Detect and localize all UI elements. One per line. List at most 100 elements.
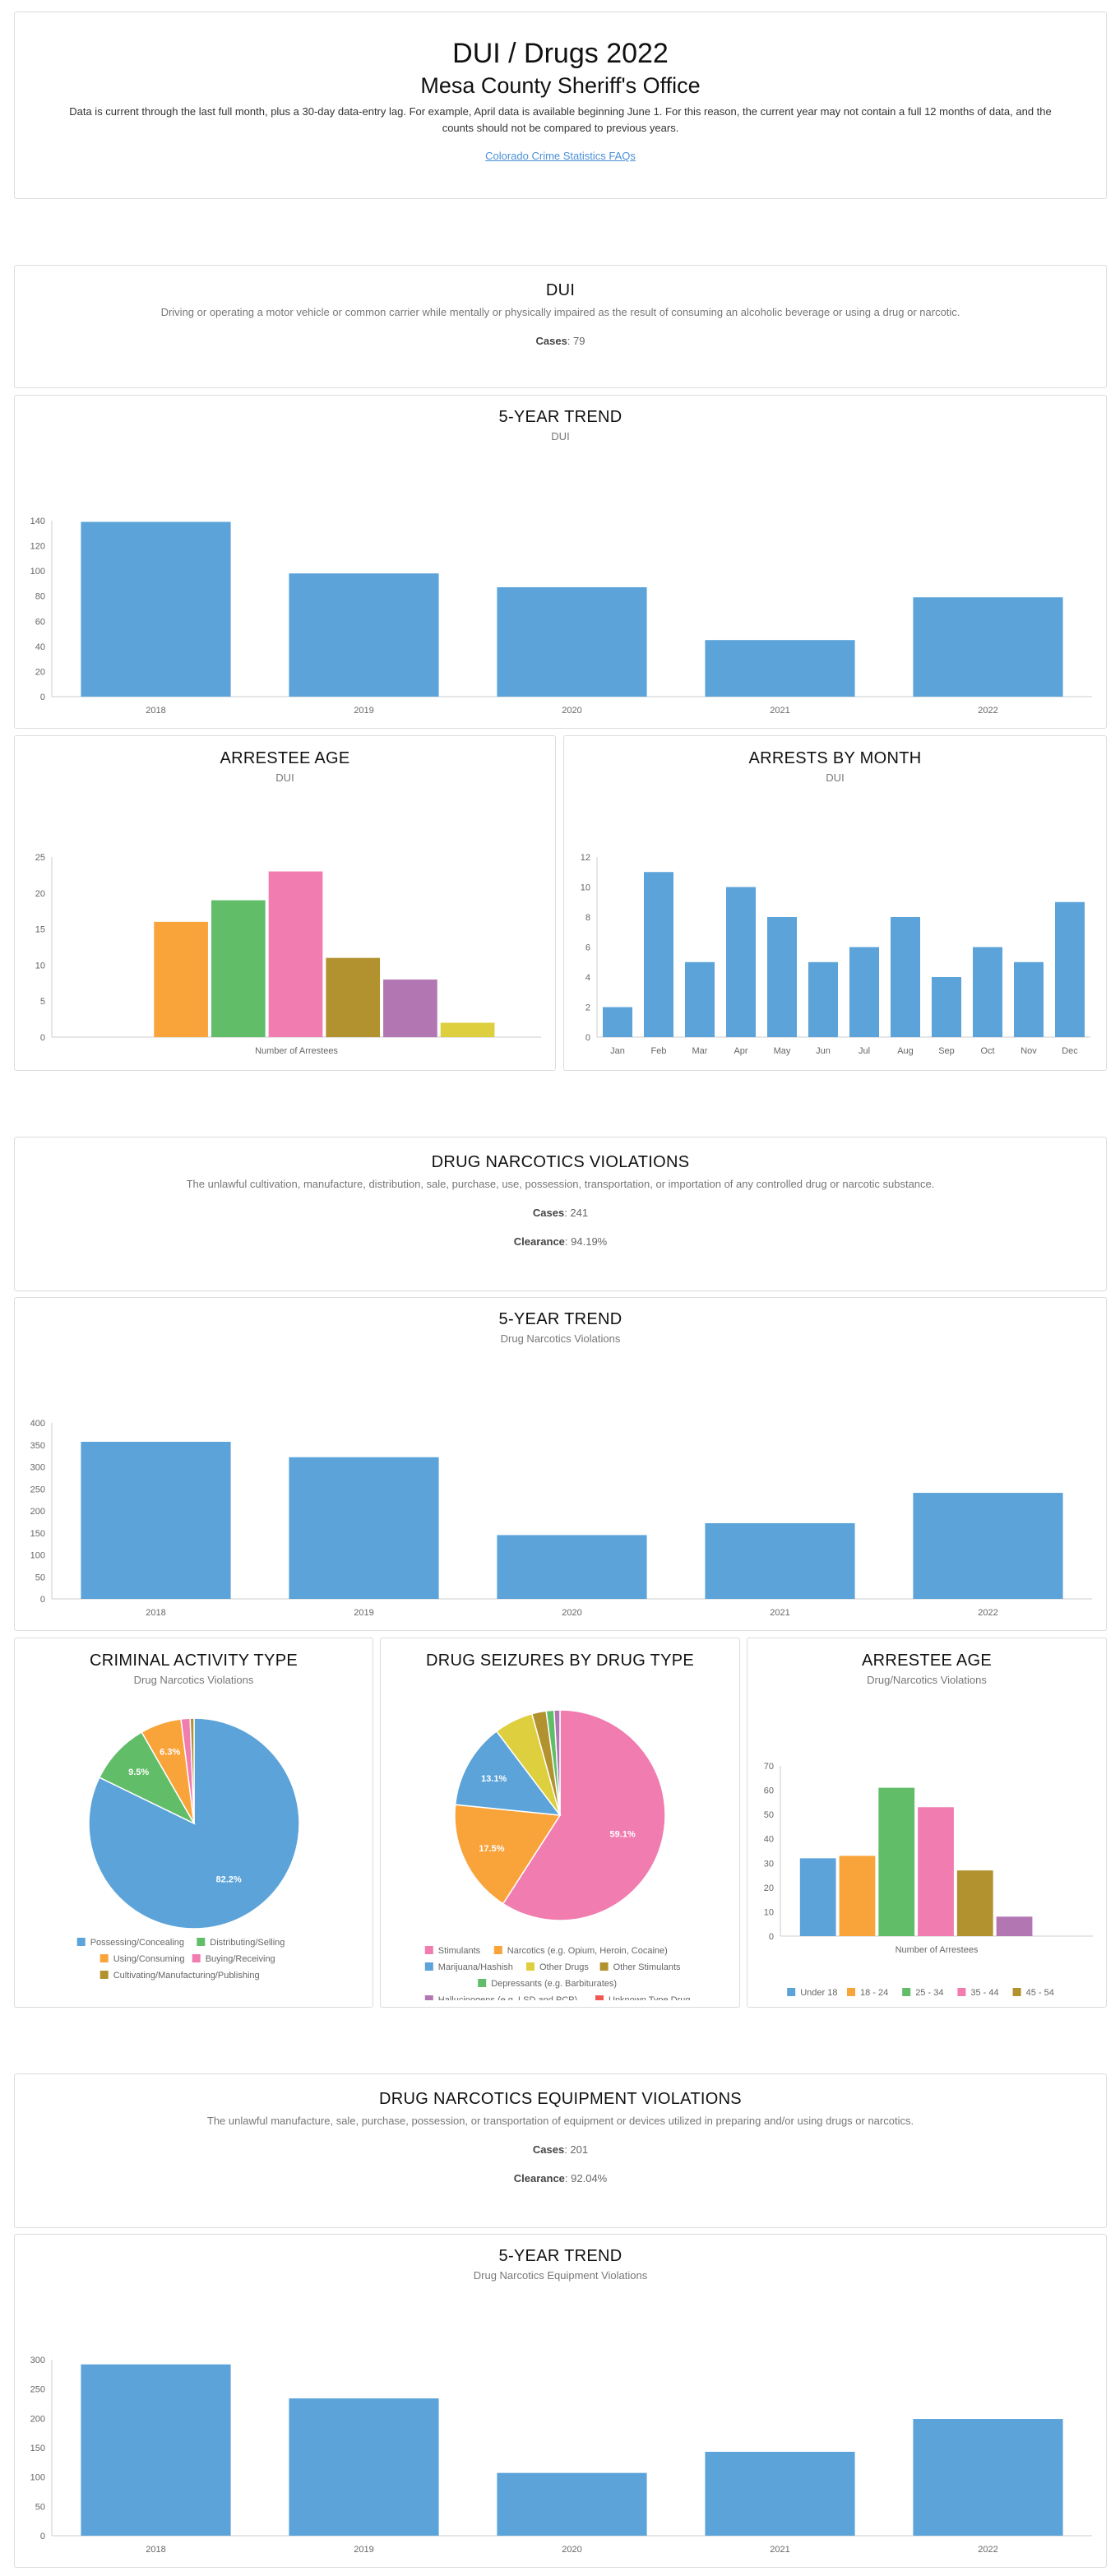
- dui-month-subtitle: DUI: [826, 771, 845, 784]
- equip-trend-bar: [913, 2419, 1063, 2536]
- dui-trend-y-tick-label: 40: [35, 642, 45, 652]
- dui-trend-bar: [913, 597, 1063, 697]
- dui-month-y-tick-label: 6: [585, 943, 590, 953]
- dui-age-subtitle: DUI: [275, 771, 294, 784]
- dui-trend-x-tick-label: 2019: [354, 706, 373, 716]
- dui-trend-y-tick-label: 20: [35, 667, 45, 677]
- dui-trend-y-tick-label: 0: [40, 693, 45, 702]
- drug-activity-card: CRIMINAL ACTIVITY TYPE Drug Narcotics Vi…: [14, 1638, 373, 2008]
- drug-seizure-legend-label: Other Stimulants: [613, 1962, 681, 1972]
- drug-clearance-label: Clearance: [513, 1235, 565, 1248]
- drug-seizure-slice-label: 17.5%: [479, 1844, 504, 1854]
- dui-trend-chart: 02040608010012014020182019202020212022Nu…: [30, 517, 1092, 716]
- dui-age-bar: [211, 900, 266, 1037]
- drug-age-bar: [878, 1787, 915, 1936]
- drug-age-title: ARRESTEE AGE: [861, 1652, 993, 1670]
- dui-month-bar: [973, 947, 1002, 1037]
- dui-age-title: ARRESTEE AGE: [220, 749, 350, 767]
- drug-age-bar: [799, 1858, 836, 1936]
- drug-trend-x-tick-label: 2019: [354, 1608, 373, 1618]
- drug-trend-y-tick-label: 0: [40, 1595, 45, 1605]
- equip-trend-x-tick-label: 2020: [562, 2545, 581, 2555]
- dui-month-bar: [767, 917, 797, 1037]
- drug-seizure-card: DRUG SEIZURES BY DRUG TYPE 59.1% 17.5% 13.…: [380, 1638, 740, 2008]
- drug-activity-slice-label: 6.3%: [160, 1748, 180, 1758]
- equip-trend-bar: [289, 2398, 439, 2536]
- equip-cases: Cases: 201: [532, 2143, 589, 2156]
- drug-trend-y-tick-label: 150: [30, 1529, 45, 1539]
- equip-trend-x-tick-label: 2021: [770, 2545, 789, 2555]
- dui-month-bar: [726, 887, 756, 1037]
- equip-summary-card: DRUG NARCOTICS EQUIPMENT VIOLATIONS The …: [14, 2073, 1107, 2228]
- dui-age-bar: [268, 871, 323, 1037]
- dui-summary-card: DUI Driving or operating a motor vehicle…: [14, 265, 1107, 388]
- data-lag-note: Data is current through the last full mo…: [15, 104, 1106, 137]
- dui-month-x-tick-label: Jan: [610, 1046, 625, 1056]
- dui-month-x-tick-label: Nov: [1020, 1046, 1037, 1056]
- drug-activity-subtitle: Drug Narcotics Violations: [133, 1674, 254, 1686]
- drug-age-bar: [996, 1916, 1033, 1936]
- drug-activity-legend-swatch: [192, 1954, 201, 1962]
- dui-age-y-tick-label: 15: [35, 925, 45, 935]
- equip-cases-label: Cases: [532, 2143, 565, 2156]
- dui-month-x-tick-label: Jul: [859, 1046, 870, 1056]
- dui-month-y-tick-label: 0: [585, 1033, 590, 1043]
- drug-seizure-legend-swatch: [478, 1979, 487, 1987]
- faq-link[interactable]: Colorado Crime Statistics FAQs: [485, 150, 636, 162]
- drug-activity-chart: 82.2% 9.5% 6.3% Possessing/Concealing Distri…: [76, 1717, 300, 1981]
- drug-trend-x-tick-label: 2021: [770, 1608, 789, 1618]
- drug-seizure-slice-label: 59.1%: [610, 1829, 636, 1839]
- drug-activity-slice-label: 82.2%: [215, 1874, 241, 1884]
- dui-trend-bar: [81, 521, 231, 697]
- dui-month-bar: [644, 872, 673, 1037]
- dui-month-y-tick-label: 4: [585, 973, 590, 983]
- drug-trend-title: 5-YEAR TREND: [498, 1310, 622, 1328]
- drug-age-legend-label: 25 - 34: [915, 1988, 943, 1998]
- drug-age-chart: 0 10 20 30 40 50 60 70 Number of Arrestees Under …: [764, 1762, 1093, 1998]
- equip-trend-y-tick-label: 50: [35, 2502, 45, 2512]
- drug-seizure-legend-label: Other Drugs: [539, 1962, 589, 1972]
- drug-clearance-value: 94.19%: [571, 1235, 608, 1248]
- dui-month-x-tick-label: May: [774, 1046, 791, 1056]
- drug-trend-card: 5-YEAR TREND Drug Narcotics Violations 0…: [14, 1297, 1107, 1631]
- dui-age-y-tick-label: 5: [40, 997, 45, 1007]
- equip-trend-x-tick-label: 2018: [146, 2545, 165, 2555]
- dui-age-bar: [154, 921, 208, 1037]
- dui-trend-x-tick-label: 2020: [562, 706, 581, 716]
- drug-seizure-legend-label: Marijuana/Hashish: [438, 1962, 513, 1972]
- drug-summary-card: DRUG NARCOTICS VIOLATIONS The unlawful c…: [14, 1137, 1107, 1291]
- dui-month-y-tick-label: 10: [581, 883, 590, 893]
- drug-age-y-tick-label: 10: [764, 1907, 774, 1917]
- equip-trend-y-tick-label: 300: [30, 2356, 45, 2365]
- dui-cases-value: 79: [573, 335, 585, 347]
- drug-seizure-legend-label: Stimulants: [438, 1946, 481, 1956]
- drug-age-y-tick-label: 70: [764, 1762, 774, 1772]
- dui-age-bar: [326, 957, 381, 1037]
- drug-seizure-legend-label: Unknown Type Drug: [609, 1995, 690, 2000]
- drug-seizure-legend-label: Hallucinogens (e.g. LSD and PCP): [438, 1995, 577, 2000]
- drug-age-card: ARRESTEE AGE Drug/Narcotics Violations 0…: [747, 1638, 1107, 2008]
- equip-trend-card: 5-YEAR TREND Drug Narcotics Equipment Vi…: [14, 2234, 1107, 2568]
- equip-clearance: Clearance: 92.04%: [513, 2172, 608, 2185]
- drug-seizure-slice: [454, 1804, 562, 1905]
- drug-trend-y-tick-label: 200: [30, 1507, 45, 1517]
- drug-clearance: Clearance: 94.19%: [513, 1235, 608, 1248]
- drug-trend-y-tick-label: 400: [30, 1419, 45, 1429]
- dui-month-x-tick-label: Oct: [980, 1046, 994, 1056]
- drug-description: The unlawful cultivation, manufacture, d…: [186, 1178, 935, 1190]
- drug-seizure-slice: [553, 1709, 561, 1816]
- drug-seizure-chart: 59.1% 17.5% 13.1% Stimulants Narcotics (e.g.…: [424, 1709, 690, 2000]
- dui-trend-y-tick-label: 100: [30, 567, 45, 577]
- dui-trend-bar: [289, 573, 439, 697]
- dui-month-x-tick-label: Aug: [897, 1046, 914, 1056]
- drug-seizure-slice-label: 13.1%: [481, 1774, 507, 1784]
- drug-trend-chart: 0 50 100 150 200 250 300 350 400 2018 2019 2020 2021…: [30, 1419, 1092, 1618]
- drug-cases-label: Cases: [532, 1207, 565, 1219]
- drug-seizure-legend-label: Narcotics (e.g. Opium, Heroin, Cocaine): [507, 1946, 668, 1956]
- drug-trend-bar: [289, 1457, 439, 1599]
- drug-seizure-legend-swatch: [599, 1962, 609, 1971]
- dui-trend-y-tick-label: 120: [30, 542, 45, 552]
- equip-trend-bar: [81, 2364, 231, 2536]
- dui-trend-bar: [705, 640, 855, 697]
